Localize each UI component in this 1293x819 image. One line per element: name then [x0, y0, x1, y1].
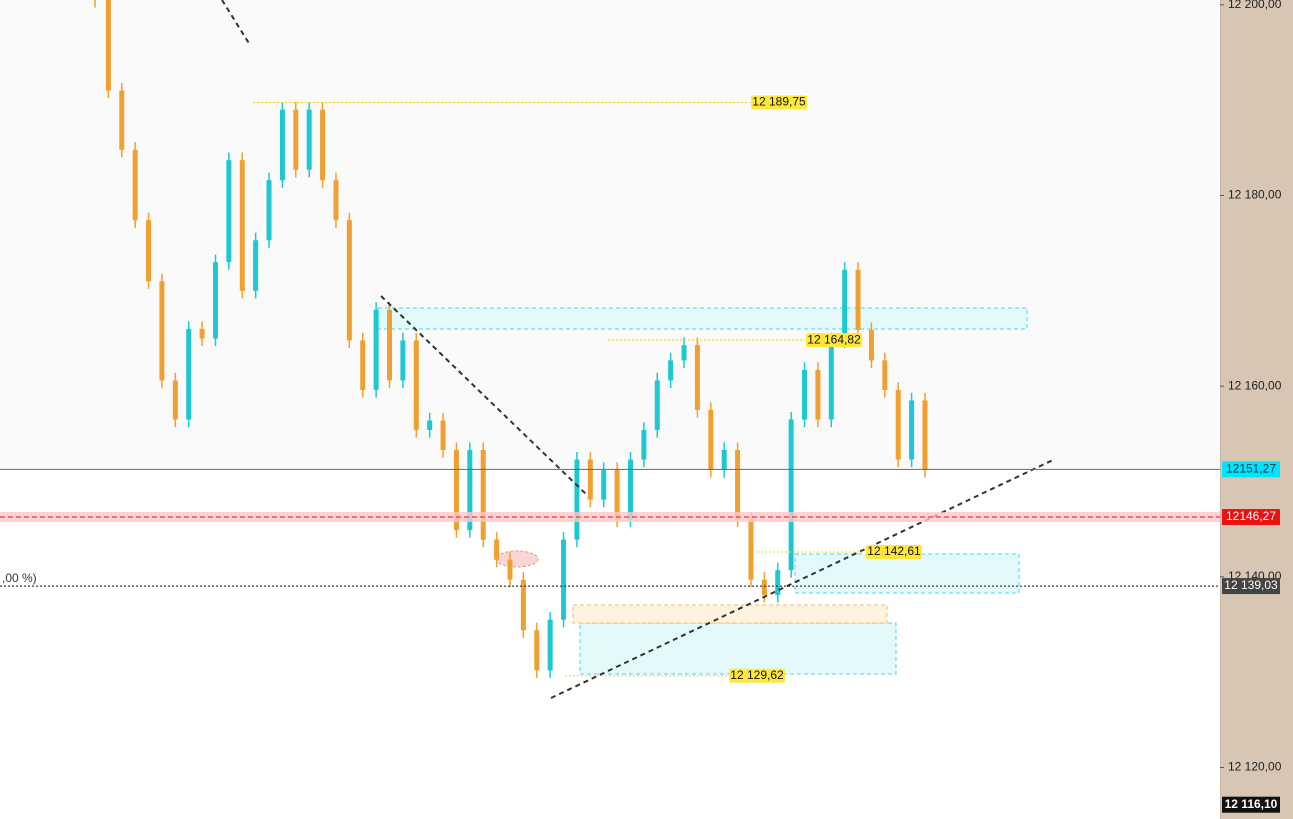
- candle-body: [694, 345, 700, 410]
- price-label-box: [1222, 796, 1280, 813]
- candle-body: [105, 0, 111, 91]
- note: ,00 %): [2, 571, 37, 585]
- zone: [572, 604, 888, 624]
- annotation-label: 12 189,75: [752, 95, 806, 109]
- zone: [377, 307, 1028, 330]
- candles: [94, 0, 928, 678]
- candle-body: [802, 369, 808, 420]
- candle-body: [574, 459, 580, 540]
- price-label: 12146,27: [1226, 509, 1276, 523]
- candle-body: [668, 360, 674, 381]
- annotation-label: 12 142,61: [867, 544, 921, 558]
- trend-line: [380, 295, 588, 496]
- candle-body: [360, 340, 366, 390]
- price-label: 12 116,10: [1225, 797, 1278, 811]
- candle-body: [306, 109, 312, 170]
- annotation-box: [866, 544, 922, 559]
- candle-body: [159, 281, 165, 381]
- candle-body: [895, 389, 901, 460]
- candle-body: [320, 109, 326, 181]
- candle-body: [614, 470, 620, 520]
- candle-body: [828, 340, 834, 420]
- candle-body: [132, 149, 138, 221]
- candle-body: [172, 380, 178, 420]
- candle-body: [507, 559, 513, 580]
- candle-body: [400, 340, 406, 381]
- candle-body: [427, 420, 433, 430]
- candle-body: [815, 369, 821, 420]
- y-tick-label: 12 180,00: [1228, 188, 1282, 202]
- candle-body: [199, 328, 205, 339]
- candle-body: [601, 470, 607, 500]
- price-label: 12 139,03: [1224, 578, 1278, 592]
- candle-body: [721, 450, 727, 471]
- candle-body: [119, 90, 125, 150]
- candle-body: [842, 269, 848, 341]
- candle-body: [775, 570, 781, 595]
- candle-body: [186, 328, 192, 420]
- price-label: 12151,27: [1226, 462, 1276, 476]
- zone: [794, 553, 1020, 594]
- marker-ellipse: [495, 550, 539, 568]
- candle-body: [909, 400, 915, 460]
- y-tick-label: 12 120,00: [1228, 760, 1282, 774]
- candle-body: [708, 409, 714, 471]
- candle-body: [735, 450, 741, 520]
- annotation-label: 12 164,82: [807, 332, 861, 346]
- candle-body: [547, 619, 553, 671]
- candle-body: [239, 160, 245, 291]
- candle-body: [346, 220, 352, 341]
- plot-shade: [0, 0, 1220, 468]
- y-tick-label: 12 160,00: [1228, 378, 1282, 392]
- candle-body: [212, 262, 218, 339]
- candle-body: [480, 450, 486, 540]
- candle-body: [146, 220, 152, 282]
- price-label-box: [1222, 461, 1280, 478]
- candle-body: [882, 360, 888, 390]
- candle-body: [373, 309, 379, 390]
- candle-body: [788, 419, 794, 571]
- candle-body: [467, 450, 473, 531]
- candle-body: [654, 380, 660, 430]
- candle-body: [453, 450, 459, 531]
- candle-body: [627, 459, 633, 520]
- candle-body: [748, 519, 754, 580]
- candle-body: [494, 539, 500, 560]
- zone: [579, 622, 897, 675]
- candle-body: [226, 160, 232, 263]
- price-axis: [1220, 0, 1293, 819]
- candle-body: [253, 240, 259, 291]
- y-tick-label: 12 200,00: [1228, 0, 1282, 11]
- candle-body: [761, 579, 767, 595]
- candle-body: [387, 309, 393, 381]
- annotation-label: 12 129,62: [730, 668, 784, 682]
- candle-body: [440, 420, 446, 451]
- candle-body: [413, 340, 419, 430]
- candle-body: [293, 109, 299, 170]
- candle-body: [279, 109, 285, 181]
- candle-body: [587, 459, 593, 500]
- price-label-box: [1222, 578, 1280, 595]
- candle-body: [561, 539, 567, 620]
- candle-body: [855, 269, 861, 330]
- candle-body: [333, 180, 339, 221]
- annotation-box: [751, 95, 807, 110]
- price-label-box: [1222, 509, 1280, 526]
- trend-line: [550, 459, 1054, 699]
- candle-body: [922, 400, 928, 471]
- candle-body: [641, 429, 647, 460]
- candle-body: [534, 630, 540, 671]
- annotation-box: [806, 333, 862, 348]
- candle-body: [681, 345, 687, 361]
- candle-body: [868, 329, 874, 361]
- annotation-box: [729, 668, 785, 683]
- candle-body: [266, 180, 272, 241]
- candle-body: [520, 579, 526, 631]
